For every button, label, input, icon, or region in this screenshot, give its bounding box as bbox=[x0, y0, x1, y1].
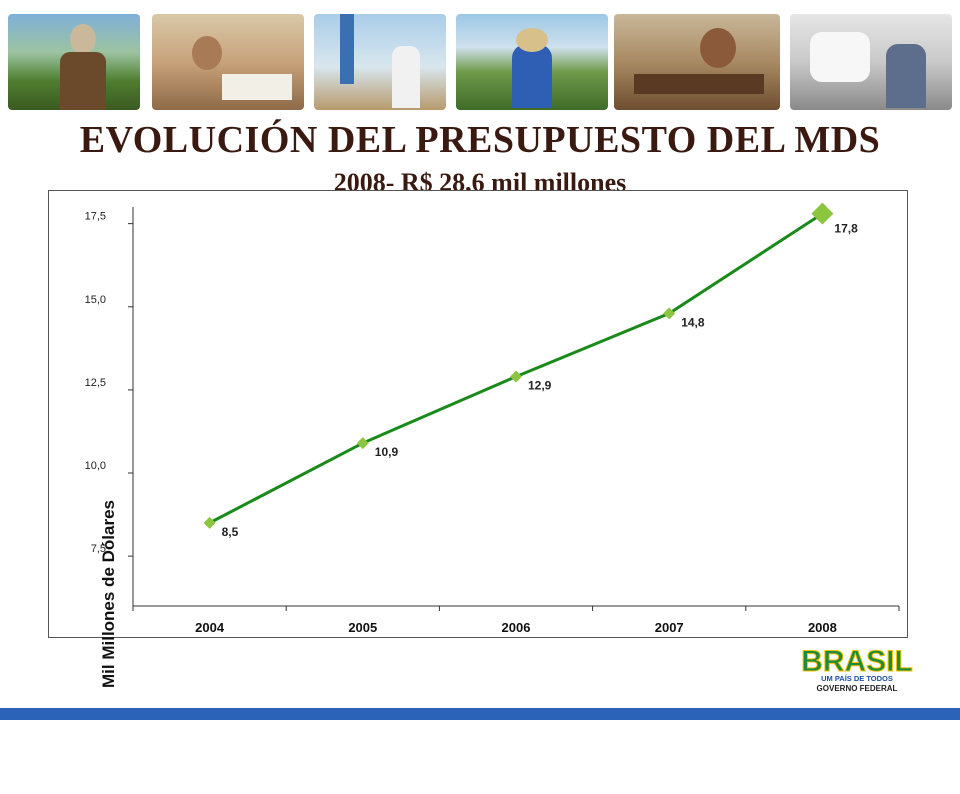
logo-word: BRASIL bbox=[801, 645, 913, 678]
water-pump-photo bbox=[314, 14, 446, 110]
y-axis-label: Mil Millones de Dólares bbox=[99, 500, 118, 688]
y-tick-label: 7,5 bbox=[91, 543, 106, 555]
data-point bbox=[811, 202, 834, 225]
data-label: 14,8 bbox=[681, 315, 705, 329]
student-photo bbox=[152, 14, 304, 110]
classroom-photo bbox=[614, 14, 780, 110]
footer-bar bbox=[0, 708, 960, 720]
x-tick-label: 2008 bbox=[808, 620, 837, 635]
y-tick-label: 15,0 bbox=[85, 294, 106, 306]
budget-line-chart: 7,5 10,0 12,5 15,0 17,5 2004 2005 2006 2007 2008 8… bbox=[48, 190, 908, 688]
x-tick-label: 2006 bbox=[502, 620, 531, 635]
y-tick-label: 12,5 bbox=[85, 377, 106, 389]
x-tick-label: 2005 bbox=[348, 620, 377, 635]
farmer-photo bbox=[8, 14, 140, 110]
data-point bbox=[203, 516, 216, 529]
series-line bbox=[208, 212, 824, 525]
chart-svg: 7,5 10,0 12,5 15,0 17,5 2004 2005 2006 2007 2008 8… bbox=[85, 202, 900, 635]
y-tick-label: 17,5 bbox=[85, 211, 106, 223]
data-label: 12,9 bbox=[528, 379, 552, 393]
data-point bbox=[510, 370, 522, 383]
data-point bbox=[356, 437, 369, 450]
data-point bbox=[663, 307, 676, 320]
agriculture-photo bbox=[456, 14, 608, 110]
data-label: 8,5 bbox=[222, 525, 239, 539]
logo-tagline: UM PAÍS DE TODOS bbox=[821, 674, 893, 683]
page-title: EVOLUCIÓN DEL PRESUPUESTO DEL MDS bbox=[79, 119, 881, 161]
brasil-logo: BRASIL UM PAÍS DE TODOS GOVERNO FEDERAL bbox=[801, 645, 914, 694]
y-tick-label: 10,0 bbox=[85, 460, 106, 472]
data-label: 17,8 bbox=[834, 222, 858, 236]
x-tick-label: 2007 bbox=[655, 620, 684, 635]
logo-subtext: GOVERNO FEDERAL bbox=[817, 684, 898, 693]
x-tick-label: 2004 bbox=[195, 620, 225, 635]
data-label: 10,9 bbox=[375, 445, 399, 459]
dairy-photo bbox=[790, 14, 952, 110]
photo-banner bbox=[0, 0, 960, 118]
